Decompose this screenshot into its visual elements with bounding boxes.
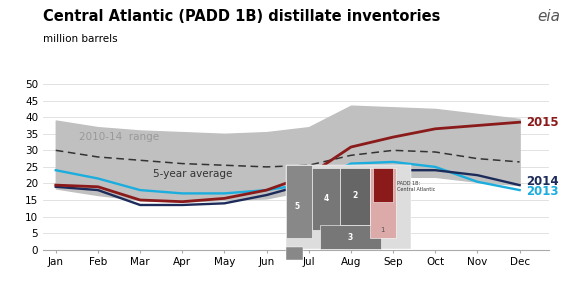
Text: Central Atlantic (PADD 1B) distillate inventories: Central Atlantic (PADD 1B) distillate in… — [43, 9, 440, 24]
Text: 2013: 2013 — [526, 185, 558, 198]
Text: 4: 4 — [323, 194, 328, 203]
Text: 2010-14  range: 2010-14 range — [79, 132, 159, 142]
Text: 2015: 2015 — [526, 116, 558, 129]
Text: 5: 5 — [294, 202, 300, 211]
Text: 5-year average: 5-year average — [153, 168, 232, 179]
Polygon shape — [370, 168, 396, 238]
Text: 3: 3 — [348, 233, 353, 242]
Text: 2014: 2014 — [526, 175, 558, 188]
Polygon shape — [340, 168, 370, 225]
Text: eia: eia — [538, 9, 561, 24]
Polygon shape — [286, 247, 303, 260]
Polygon shape — [286, 164, 411, 249]
Polygon shape — [373, 168, 393, 202]
Polygon shape — [286, 164, 312, 238]
Text: PADD 1B:
Central Atlantic: PADD 1B: Central Atlantic — [397, 181, 435, 192]
Polygon shape — [320, 225, 381, 249]
Text: million barrels: million barrels — [43, 34, 118, 44]
Polygon shape — [312, 168, 340, 230]
Text: 2: 2 — [352, 191, 358, 200]
Text: 1: 1 — [380, 227, 385, 233]
